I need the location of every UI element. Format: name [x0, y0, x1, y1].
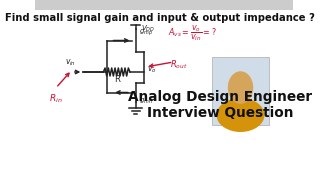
Text: $g_{mp}$: $g_{mp}$ — [139, 27, 153, 37]
Text: Interview Question: Interview Question — [147, 106, 293, 120]
Text: $R_{in}$: $R_{in}$ — [49, 92, 63, 105]
Text: R: R — [114, 75, 120, 84]
Text: $V_{DD}$: $V_{DD}$ — [141, 24, 156, 34]
Text: $g_{mn}$: $g_{mn}$ — [139, 96, 153, 106]
Text: $R_{out}$: $R_{out}$ — [170, 58, 188, 71]
Text: Analog Design Engineer: Analog Design Engineer — [128, 90, 312, 104]
Text: $v_o$: $v_o$ — [147, 65, 156, 75]
Text: Find small signal gain and input & output impedance ?: Find small signal gain and input & outpu… — [5, 13, 315, 23]
Ellipse shape — [217, 98, 265, 132]
Text: $v_{in}$: $v_{in}$ — [66, 57, 76, 68]
Text: $A_{vs} = \dfrac{v_o}{v_{in}} = ?$: $A_{vs} = \dfrac{v_o}{v_{in}} = ?$ — [168, 23, 217, 42]
Bar — [212, 57, 269, 125]
Bar — [35, 0, 293, 10]
Ellipse shape — [228, 71, 253, 104]
